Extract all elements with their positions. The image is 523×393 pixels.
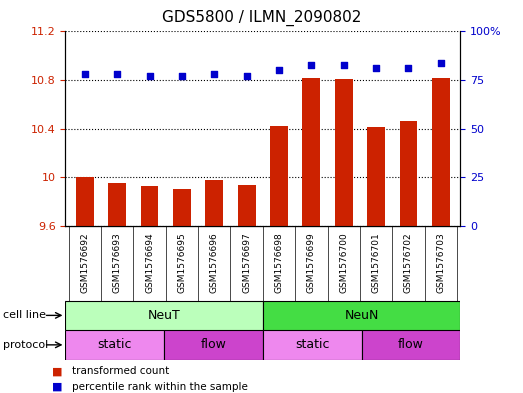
Point xyxy=(243,73,251,79)
Text: GSM1576692: GSM1576692 xyxy=(81,232,89,292)
Point xyxy=(339,61,348,68)
Bar xyxy=(108,184,126,393)
Text: ■: ■ xyxy=(52,382,63,392)
Text: GSM1576698: GSM1576698 xyxy=(275,232,283,293)
Point xyxy=(372,65,380,72)
Text: protocol: protocol xyxy=(3,340,48,350)
Text: static: static xyxy=(295,338,329,351)
Bar xyxy=(367,127,385,393)
Bar xyxy=(76,177,94,393)
Point xyxy=(113,71,121,77)
Text: NeuT: NeuT xyxy=(147,309,180,322)
Bar xyxy=(432,78,450,393)
Text: cell line: cell line xyxy=(3,310,46,320)
Bar xyxy=(335,79,353,393)
Bar xyxy=(263,301,460,330)
Bar xyxy=(263,330,361,360)
Text: GSM1576700: GSM1576700 xyxy=(339,232,348,293)
Bar xyxy=(400,121,417,393)
Point xyxy=(437,59,445,66)
Text: GSM1576694: GSM1576694 xyxy=(145,232,154,292)
Bar xyxy=(206,180,223,393)
Bar xyxy=(65,301,263,330)
Text: GSM1576699: GSM1576699 xyxy=(307,232,316,293)
Bar xyxy=(361,330,460,360)
Text: GSM1576693: GSM1576693 xyxy=(112,232,122,293)
Point xyxy=(404,65,413,72)
Bar xyxy=(164,330,263,360)
Text: static: static xyxy=(97,338,132,351)
Point xyxy=(307,61,315,68)
Bar xyxy=(173,189,191,393)
Point xyxy=(275,67,283,73)
Bar xyxy=(141,186,158,393)
Bar xyxy=(270,126,288,393)
Bar xyxy=(238,185,256,393)
Text: GDS5800 / ILMN_2090802: GDS5800 / ILMN_2090802 xyxy=(162,10,361,26)
Text: GSM1576703: GSM1576703 xyxy=(436,232,445,293)
Text: GSM1576696: GSM1576696 xyxy=(210,232,219,293)
Text: GSM1576702: GSM1576702 xyxy=(404,232,413,292)
Text: flow: flow xyxy=(398,338,424,351)
Bar xyxy=(65,330,164,360)
Text: ■: ■ xyxy=(52,366,63,376)
Bar xyxy=(302,78,320,393)
Point xyxy=(81,71,89,77)
Point xyxy=(210,71,219,77)
Point xyxy=(178,73,186,79)
Text: transformed count: transformed count xyxy=(72,366,169,376)
Text: GSM1576695: GSM1576695 xyxy=(177,232,186,293)
Text: GSM1576697: GSM1576697 xyxy=(242,232,251,293)
Text: flow: flow xyxy=(200,338,226,351)
Text: GSM1576701: GSM1576701 xyxy=(371,232,381,293)
Point xyxy=(145,73,154,79)
Text: percentile rank within the sample: percentile rank within the sample xyxy=(72,382,248,392)
Text: NeuN: NeuN xyxy=(344,309,379,322)
